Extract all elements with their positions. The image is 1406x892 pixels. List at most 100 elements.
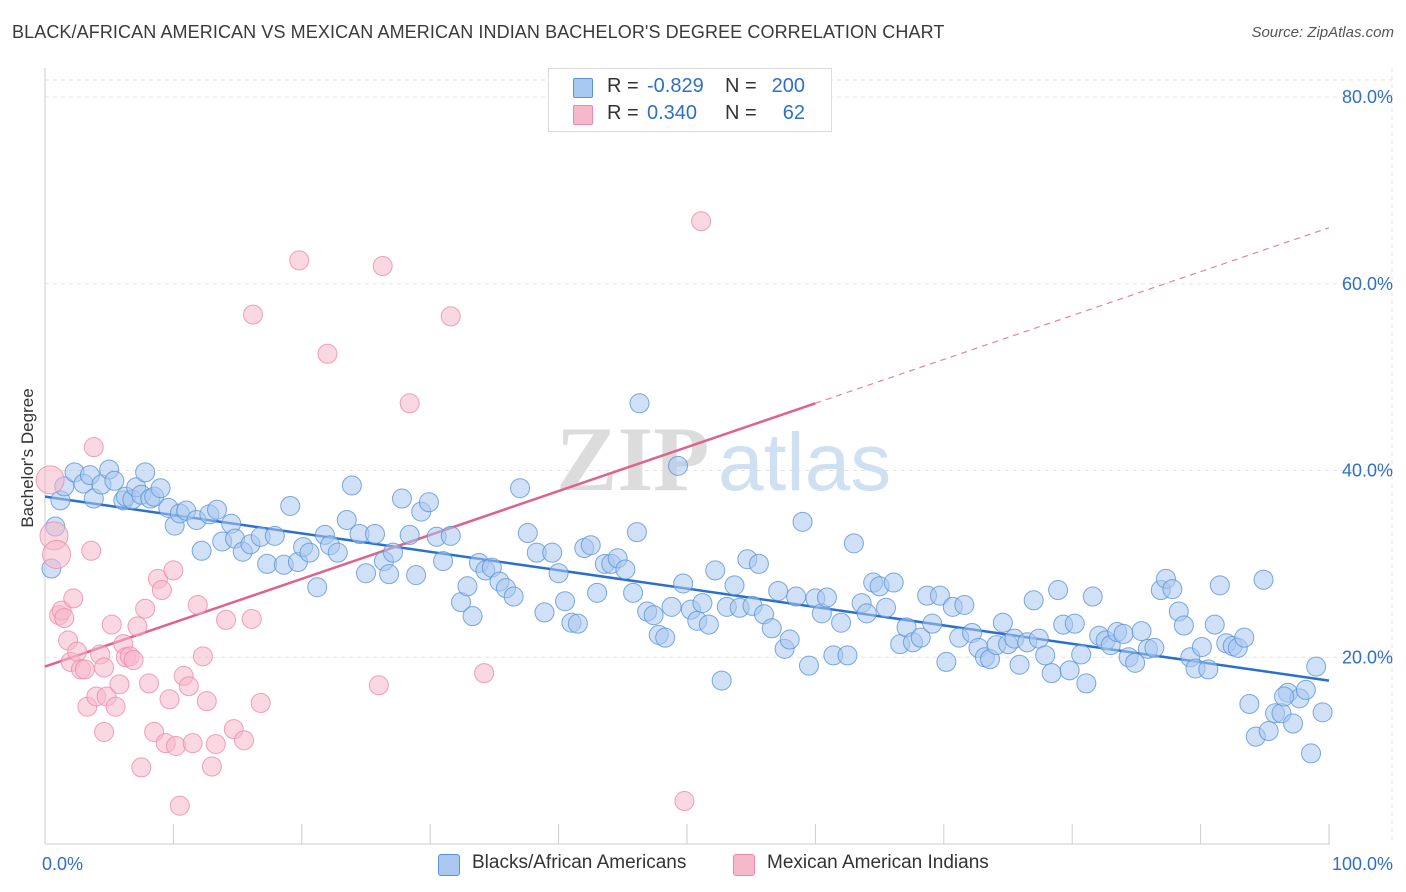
data-point	[876, 597, 897, 618]
data-point	[798, 655, 819, 676]
data-point	[626, 522, 647, 543]
data-point	[139, 673, 160, 694]
data-point	[711, 670, 732, 691]
data-point	[341, 475, 362, 496]
data-point	[954, 594, 975, 615]
x-tick-label-min: 0.0%	[42, 854, 83, 874]
data-point	[1041, 663, 1062, 684]
data-point	[1064, 613, 1085, 634]
tick-labels: 20.0% 40.0% 60.0% 80.0% 0.0% 100.0%	[42, 87, 1393, 874]
r-value: -0.829	[647, 75, 704, 97]
data-point	[929, 585, 950, 606]
data-point	[205, 734, 226, 755]
data-point	[191, 540, 212, 561]
data-point	[81, 540, 102, 561]
data-point	[1209, 575, 1230, 596]
data-point	[831, 612, 852, 633]
data-point	[399, 393, 420, 414]
data-point	[1301, 743, 1322, 764]
data-point	[936, 651, 957, 672]
stats-legend: R = -0.829 N = 200 R = 0.340 N = 62	[548, 68, 832, 132]
data-point	[779, 629, 800, 650]
data-point	[1253, 569, 1274, 590]
data-point	[462, 606, 483, 627]
data-point	[299, 542, 320, 563]
data-point	[1234, 627, 1255, 648]
data-point	[243, 304, 264, 325]
data-point	[548, 563, 569, 584]
data-point	[534, 602, 555, 623]
data-point	[768, 580, 789, 601]
data-point	[856, 603, 877, 624]
data-point	[674, 791, 695, 812]
data-point	[150, 478, 171, 499]
y-tick-label: 60.0%	[1342, 274, 1393, 294]
data-point	[1306, 656, 1327, 677]
data-point	[289, 250, 310, 271]
data-point	[1071, 644, 1092, 665]
data-point	[83, 437, 104, 458]
data-point	[1009, 654, 1030, 675]
data-point	[655, 627, 676, 648]
data-point	[1295, 679, 1316, 700]
n-label: N =	[725, 75, 757, 97]
data-point	[159, 689, 180, 710]
data-point	[317, 343, 338, 364]
data-point	[1113, 623, 1134, 644]
data-point	[165, 735, 186, 756]
data-point	[629, 393, 650, 414]
data-point	[42, 540, 72, 570]
y-tick-label: 80.0%	[1342, 87, 1393, 107]
data-point	[1198, 659, 1219, 680]
data-point	[668, 455, 689, 476]
data-point	[1274, 686, 1295, 707]
data-point	[673, 573, 694, 594]
data-point	[837, 645, 858, 666]
r-value: 0.340	[647, 102, 698, 124]
data-point	[792, 511, 813, 532]
data-points	[35, 211, 1333, 816]
data-point	[74, 659, 95, 680]
watermark-atlas: atlas	[718, 417, 891, 508]
data-point	[101, 614, 122, 635]
data-point	[241, 608, 262, 629]
data-point	[1204, 614, 1225, 635]
data-point	[1239, 693, 1260, 714]
data-point	[1162, 579, 1183, 600]
trend-extension-1	[815, 227, 1330, 404]
data-point	[1312, 702, 1333, 723]
data-point	[109, 674, 130, 695]
data-point	[379, 564, 400, 585]
swatch-blacks	[573, 78, 593, 98]
data-point	[1076, 673, 1097, 694]
data-point	[587, 582, 608, 603]
watermark: ZIP atlas	[556, 408, 891, 510]
data-point	[761, 618, 782, 639]
data-point	[382, 542, 403, 563]
data-point	[440, 525, 461, 546]
n-value: 62	[782, 102, 805, 124]
legend-swatch-mexican	[733, 854, 755, 876]
data-point	[196, 691, 217, 712]
data-point	[163, 560, 184, 581]
series-0	[41, 393, 1333, 764]
data-point	[786, 586, 807, 607]
legend-swatch-blacks	[438, 854, 460, 876]
data-point	[234, 730, 255, 751]
data-point	[216, 609, 237, 630]
data-point	[474, 663, 495, 684]
data-point	[127, 616, 148, 637]
data-point	[1144, 637, 1165, 658]
data-point	[307, 577, 328, 598]
data-point	[1283, 713, 1304, 734]
series-1	[35, 211, 712, 816]
data-point	[418, 492, 439, 513]
data-point	[192, 646, 213, 667]
r-label: R =	[607, 75, 639, 97]
y-tick-label: 40.0%	[1342, 461, 1393, 481]
axes	[44, 68, 1330, 845]
data-point	[580, 535, 601, 556]
data-point	[280, 495, 301, 516]
data-point	[643, 605, 664, 626]
data-point	[151, 580, 172, 601]
